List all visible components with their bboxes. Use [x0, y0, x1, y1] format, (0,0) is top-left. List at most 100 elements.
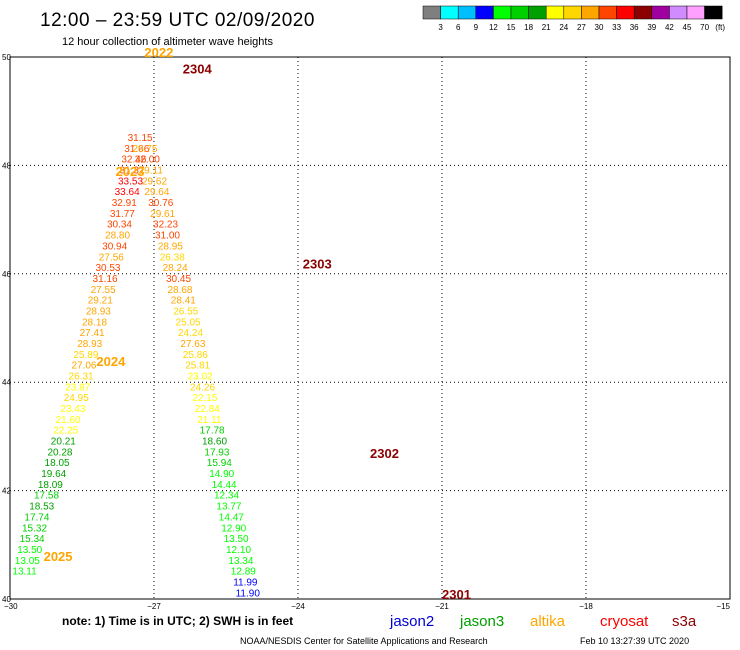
- x-axis-ticks: −30 −27 −24 −21 −18 −15: [4, 602, 731, 611]
- wave-height-label: 18.60: [202, 437, 227, 448]
- wave-height-label: 13.34: [228, 556, 253, 567]
- wave-height-label: 26.38: [160, 252, 185, 263]
- wave-height-label: 12.90: [221, 523, 246, 534]
- y-axis-ticks: 40 42 44 46 48 50: [2, 53, 11, 604]
- wave-height-label: 23.87: [65, 382, 90, 393]
- pass-number-label: 2023: [116, 164, 145, 179]
- colorbar-label: 70: [700, 23, 709, 32]
- page-subtitle: 12 hour collection of altimeter wave hei…: [62, 36, 273, 48]
- satellite-legend: jason2 jason3 altika cryosat s3a: [389, 613, 697, 630]
- wave-height-label: 29.75: [132, 144, 157, 155]
- colorbar-label: 18: [524, 23, 533, 32]
- wave-height-label: 11.99: [233, 577, 258, 588]
- wave-height-label: 14.47: [219, 512, 244, 523]
- wave-height-label: 14.90: [209, 469, 234, 480]
- wave-height-label: 29.61: [150, 209, 175, 220]
- wave-height-label: 31.00: [155, 231, 180, 242]
- wave-height-label: 33.64: [115, 187, 140, 198]
- satellite-jason2: jason2: [389, 613, 434, 630]
- wave-height-label: 13.50: [17, 545, 42, 556]
- wave-height-label: 27.55: [91, 285, 116, 296]
- wave-height-label: 30.34: [107, 220, 132, 231]
- colorbar-label: 30: [595, 23, 604, 32]
- wave-height-label: 22.15: [192, 393, 217, 404]
- wave-height-label: 15.94: [207, 458, 232, 469]
- x-tick-label: −21: [435, 602, 449, 611]
- wave-height-label: 31.77: [110, 209, 135, 220]
- wave-height-label: 18.05: [45, 458, 70, 469]
- wave-height-label: 17.58: [34, 491, 59, 502]
- wave-height-label: 13.11: [12, 567, 37, 578]
- colorbar-swatch: [545, 5, 565, 20]
- wave-height-label: 18.09: [38, 480, 63, 491]
- colorbar-label: 36: [630, 23, 639, 32]
- y-tick-label: 42: [2, 487, 11, 496]
- colorbar-swatch: [581, 5, 600, 20]
- wave-height-label: 21.60: [56, 415, 81, 426]
- x-tick-label: −18: [579, 602, 593, 611]
- wave-height-label: 32.46: [121, 155, 146, 166]
- wave-height-label: 12.34: [214, 491, 239, 502]
- colorbar-swatch: [686, 5, 705, 20]
- colorbar-swatch: [475, 5, 494, 20]
- colorbar-label: 15: [507, 23, 516, 32]
- wave-height-label: 12.89: [231, 567, 256, 578]
- wave-height-label: 23.02: [188, 371, 213, 382]
- wave-height-label: 12.10: [226, 545, 251, 556]
- wave-height-label: 30.94: [102, 241, 127, 252]
- wave-height-label: 28.93: [86, 306, 111, 317]
- colorbar-unit: (ft): [715, 23, 725, 32]
- wave-height-label: 23.43: [60, 404, 85, 415]
- wave-height-label: 28.68: [167, 285, 192, 296]
- footer-credit: NOAA/NESDIS Center for Satellite Applica…: [240, 636, 488, 646]
- wave-height-label: 24.24: [178, 328, 203, 339]
- wave-height-label: 25.05: [176, 317, 201, 328]
- wave-height-label: 24.26: [190, 382, 215, 393]
- colorbar-swatch: [422, 5, 441, 20]
- colorbar-swatch: [528, 5, 547, 20]
- wave-height-label: 22.84: [195, 404, 220, 415]
- wave-height-label: 29.64: [144, 187, 169, 198]
- wave-height-label: 13.77: [216, 502, 241, 513]
- wave-height-label: 26.55: [173, 306, 198, 317]
- wave-height-label: 29.62: [142, 176, 167, 187]
- satellite-s3a: s3a: [672, 613, 697, 630]
- colorbar-label: 27: [577, 23, 586, 32]
- colorbar-label: 45: [683, 23, 692, 32]
- wave-height-label: 26.31: [69, 371, 94, 382]
- plot-frame: [9, 56, 731, 600]
- colorbar-swatch: [510, 5, 529, 20]
- y-tick-label: 44: [2, 378, 11, 387]
- colorbar-swatch: [457, 5, 477, 20]
- wave-height-label: 22.25: [53, 426, 78, 437]
- wave-height-label: 20.28: [47, 447, 72, 458]
- pass-number-label: 2301: [442, 587, 471, 602]
- colorbar-label: 6: [456, 23, 461, 32]
- wave-height-label: 21.11: [197, 415, 222, 426]
- page-title: 12:00 – 23:59 UTC 02/09/2020: [40, 10, 315, 31]
- x-tick-label: −27: [147, 602, 161, 611]
- colorbar-swatch: [440, 5, 459, 20]
- wave-height-label: 31.15: [128, 133, 153, 144]
- colorbar-label: 3: [438, 23, 443, 32]
- wave-height-label: 28.93: [77, 339, 102, 350]
- wave-height-label: 15.32: [22, 523, 47, 534]
- wave-height-label: 19.64: [41, 469, 66, 480]
- wave-height-label: 11.90: [236, 588, 261, 599]
- wave-height-label: 28.41: [171, 296, 196, 307]
- y-tick-label: 50: [2, 53, 11, 62]
- wave-height-label: 31.16: [93, 274, 118, 285]
- wave-height-label: 29.11: [139, 166, 164, 177]
- wave-height-label: 14.44: [212, 480, 237, 491]
- wave-height-label: 28.80: [105, 231, 130, 242]
- colorbar-label: 21: [542, 23, 551, 32]
- pass-labels: 2022 2304 2023 2303 2024 2302 2025 2301: [44, 45, 471, 602]
- wave-height-label: 30.53: [95, 263, 120, 274]
- wave-height-label: 20.21: [51, 437, 76, 448]
- colorbar-swatch: [563, 5, 582, 20]
- y-tick-label: 40: [2, 595, 11, 604]
- wave-height-label: 31.37: [119, 166, 144, 177]
- footer-timestamp: Feb 10 13:27:39 UTC 2020: [580, 636, 689, 646]
- colorbar-label: 39: [647, 23, 656, 32]
